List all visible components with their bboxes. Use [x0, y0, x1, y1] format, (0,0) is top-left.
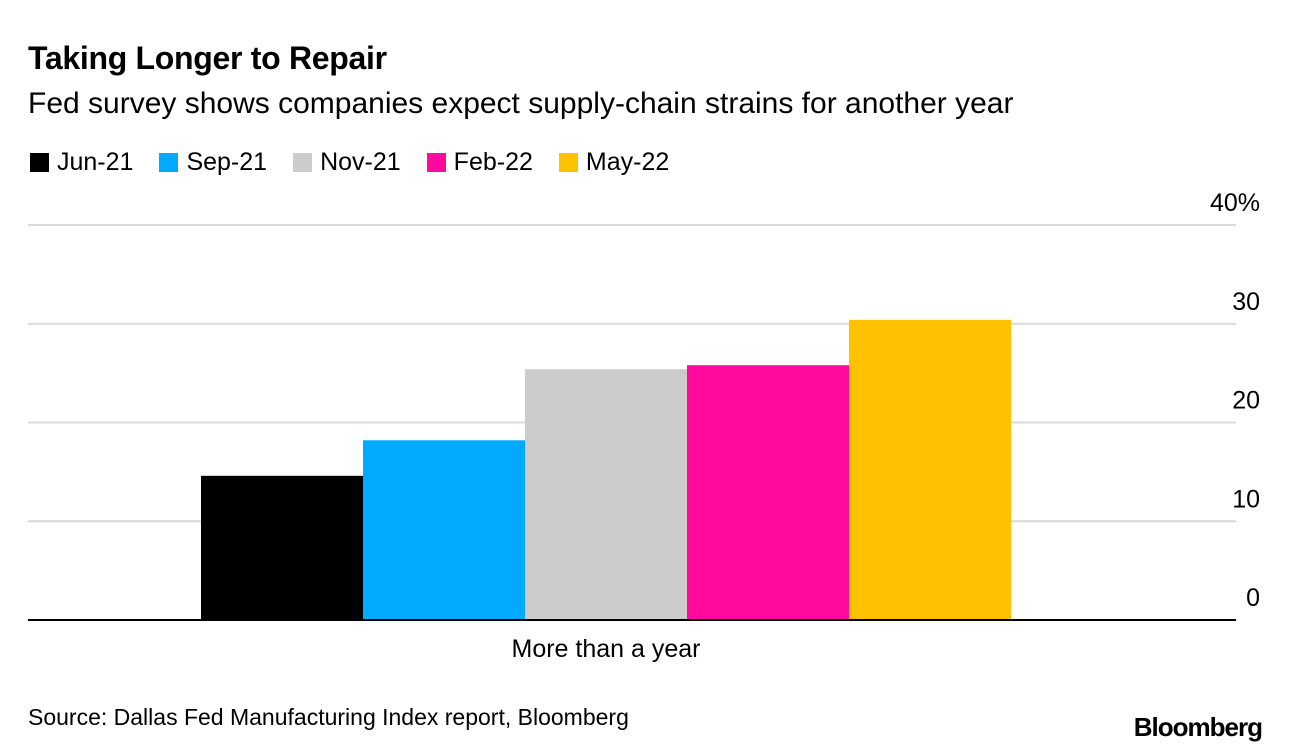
bar-feb-22 — [687, 365, 849, 620]
legend-label: Sep-21 — [186, 148, 268, 176]
legend-label: Nov-21 — [320, 148, 401, 176]
x-category-label: More than a year — [512, 635, 701, 663]
y-tick-label-40: 40% — [1210, 189, 1260, 217]
legend-label: Jun-21 — [57, 148, 134, 176]
chart-subtitle: Fed survey shows companies expect supply… — [28, 87, 1014, 120]
y-tick-label-20: 20 — [1232, 387, 1260, 415]
legend-label: May-22 — [585, 148, 670, 176]
y-tick-label-0: 0 — [1246, 584, 1260, 612]
chart-title: Taking Longer to Repair — [28, 40, 387, 76]
bar-sep-21 — [363, 440, 525, 620]
legend-item-feb-22: Feb-22 — [426, 148, 533, 177]
legend-swatch — [293, 153, 313, 172]
y-tick-label-30: 30 — [1232, 288, 1260, 316]
legend-swatch — [558, 153, 578, 172]
legend-item-may-22: May-22 — [558, 148, 670, 177]
legend: Jun-21 Sep-21 Nov-21 Feb-22 May-22 — [30, 148, 695, 177]
source-note: Source: Dallas Fed Manufacturing Index r… — [28, 704, 629, 730]
legend-swatch — [426, 153, 446, 172]
bloomberg-logo: Bloomberg — [1133, 712, 1263, 742]
bar-nov-21 — [525, 369, 687, 620]
legend-item-nov-21: Nov-21 — [293, 148, 401, 177]
legend-swatch — [159, 153, 179, 172]
legend-item-jun-21: Jun-21 — [30, 148, 133, 177]
bar-may-22 — [849, 319, 1011, 620]
legend-swatch — [30, 153, 49, 172]
y-tick-label-10: 10 — [1232, 485, 1260, 513]
bar-jun-21 — [201, 475, 363, 620]
legend-label: Feb-22 — [453, 148, 533, 176]
legend-item-sep-21: Sep-21 — [159, 148, 267, 177]
